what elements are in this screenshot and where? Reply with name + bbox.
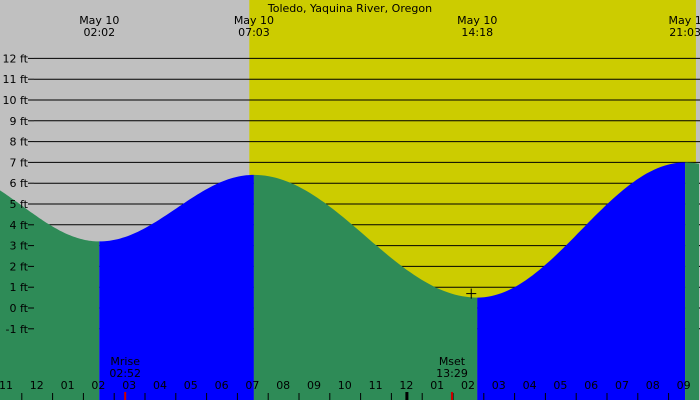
x-tick-label: 05	[553, 379, 567, 392]
midnight-marker	[405, 392, 409, 400]
tide-event-time: 02:02	[83, 26, 115, 39]
tide-event-date: May 10	[79, 14, 119, 27]
y-tick-label: 4 ft	[10, 219, 29, 232]
moon-event-label: Mset	[439, 355, 466, 368]
tide-event-date: May 1	[669, 14, 700, 27]
y-tick-label: 9 ft	[10, 115, 29, 128]
y-tick-label: 12 ft	[3, 52, 29, 65]
chart-title: Toledo, Yaquina River, Oregon	[267, 2, 432, 15]
y-tick-label: 0 ft	[10, 302, 29, 315]
tide-event-time: 07:03	[238, 26, 270, 39]
x-tick-label: 12	[399, 379, 413, 392]
x-tick-label: 06	[584, 379, 598, 392]
x-tick-label: 09	[307, 379, 321, 392]
y-tick-label: 1 ft	[10, 281, 29, 294]
x-tick-label: 11	[0, 379, 13, 392]
moon-event-tick	[124, 392, 127, 400]
x-tick-label: 03	[492, 379, 506, 392]
x-tick-label: 03	[122, 379, 136, 392]
rising-tide-area	[477, 162, 686, 400]
moon-event-time: 13:29	[436, 367, 468, 380]
y-tick-label: 2 ft	[10, 260, 29, 273]
tide-event-time: 21:03	[669, 26, 700, 39]
x-tick-label: 08	[646, 379, 660, 392]
x-tick-label: 02	[91, 379, 105, 392]
x-tick-label: 09	[677, 379, 691, 392]
tide-event-date: May 10	[234, 14, 274, 27]
x-tick-label: 04	[153, 379, 167, 392]
falling-tide-area	[685, 162, 699, 400]
x-tick-label: 02	[461, 379, 475, 392]
moon-event-tick	[450, 392, 453, 400]
y-tick-label: 11 ft	[3, 73, 29, 86]
x-tick-label: 07	[245, 379, 259, 392]
y-tick-label: 10 ft	[3, 94, 29, 107]
falling-tide-area	[253, 174, 478, 400]
y-tick-label: 7 ft	[10, 156, 29, 169]
x-tick-label: 11	[369, 379, 383, 392]
y-tick-label: 6 ft	[10, 177, 29, 190]
rising-tide-area	[99, 174, 254, 400]
x-tick-label: 12	[30, 379, 44, 392]
x-tick-label: 06	[215, 379, 229, 392]
y-tick-label: -1 ft	[6, 323, 29, 336]
y-tick-label: 8 ft	[10, 136, 29, 149]
tide-event-time: 14:18	[461, 26, 493, 39]
x-tick-label: 01	[61, 379, 75, 392]
moon-event-label: Mrise	[110, 355, 140, 368]
x-tick-label: 07	[615, 379, 629, 392]
x-tick-label: 05	[184, 379, 198, 392]
y-tick-label: 5 ft	[10, 198, 29, 211]
x-tick-label: 08	[276, 379, 290, 392]
x-tick-label: 04	[523, 379, 537, 392]
x-tick-label: 01	[430, 379, 444, 392]
moon-event-time: 02:52	[109, 367, 141, 380]
y-tick-label: 3 ft	[10, 240, 29, 253]
x-tick-label: 10	[338, 379, 352, 392]
falling-tide-area	[0, 190, 100, 400]
tide-event-date: May 10	[457, 14, 497, 27]
